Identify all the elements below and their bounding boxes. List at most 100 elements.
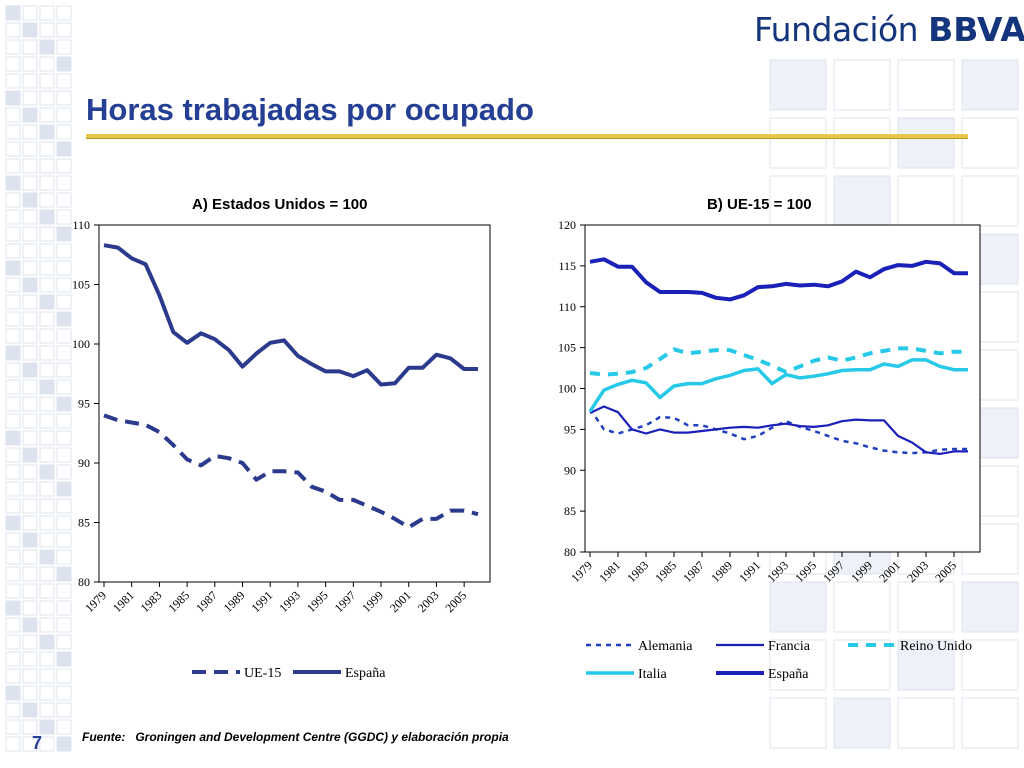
- chart-a-title: A) Estados Unidos = 100: [192, 196, 368, 213]
- bg-square: [22, 396, 38, 412]
- x-tick-label: 1991: [736, 558, 763, 585]
- x-tick-label: 1985: [652, 558, 679, 585]
- bg-square: [22, 5, 38, 21]
- logo-text: Fundación: [754, 10, 919, 49]
- bg-square: [5, 379, 21, 395]
- bg-square: [22, 702, 38, 718]
- x-tick-label: 1983: [624, 558, 651, 585]
- bg-square: [5, 124, 21, 140]
- bg-square: [833, 697, 891, 749]
- bg-square: [22, 209, 38, 225]
- bg-square: [5, 600, 21, 616]
- bg-square: [39, 243, 55, 259]
- series-line-espana: [103, 243, 478, 387]
- bg-square: [22, 294, 38, 310]
- bg-square: [5, 566, 21, 582]
- x-tick-label: 1993: [764, 558, 791, 585]
- bg-square: [22, 736, 38, 752]
- bg-square: [22, 56, 38, 72]
- bg-square: [39, 447, 55, 463]
- bg-square: [22, 600, 38, 616]
- bg-square: [56, 209, 72, 225]
- bg-square: [22, 498, 38, 514]
- bg-square: [961, 581, 1019, 633]
- bg-square: [22, 73, 38, 89]
- bg-square: [833, 581, 891, 633]
- bg-square: [56, 566, 72, 582]
- bg-square: [22, 668, 38, 684]
- x-tick-label: 2003: [904, 558, 931, 585]
- bg-square: [56, 294, 72, 310]
- bg-square: [56, 175, 72, 191]
- bg-square: [39, 277, 55, 293]
- bg-square: [833, 59, 891, 111]
- x-tick-label: 1987: [680, 558, 707, 585]
- bg-square: [39, 566, 55, 582]
- legend-label-espana: España: [345, 666, 386, 681]
- y-tick-label: 105: [558, 341, 576, 355]
- y-tick-label: 120: [558, 218, 576, 232]
- bg-square: [39, 498, 55, 514]
- bg-square: [39, 651, 55, 667]
- bg-square: [22, 328, 38, 344]
- bg-square: [22, 90, 38, 106]
- bg-square: [22, 141, 38, 157]
- series-line-espana: [589, 257, 968, 302]
- bg-square: [5, 736, 21, 752]
- bg-square: [5, 328, 21, 344]
- bg-square: [5, 311, 21, 327]
- bg-square: [22, 345, 38, 361]
- page-number: 7: [32, 733, 43, 753]
- bg-square: [22, 158, 38, 174]
- bg-square: [769, 581, 827, 633]
- bg-square: [39, 124, 55, 140]
- bg-square: [5, 226, 21, 242]
- bg-square: [5, 39, 21, 55]
- bg-square: [56, 719, 72, 735]
- bg-square: [5, 481, 21, 497]
- bg-square: [833, 117, 891, 169]
- bg-square: [5, 243, 21, 259]
- bg-square: [5, 362, 21, 378]
- bg-square: [39, 532, 55, 548]
- bg-square: [56, 124, 72, 140]
- series-line-italia: [588, 358, 968, 413]
- bg-square: [5, 447, 21, 463]
- y-tick-label: 100: [558, 382, 576, 396]
- bg-square: [56, 617, 72, 633]
- bg-square: [56, 447, 72, 463]
- series-line-reino-unido: [589, 346, 968, 377]
- legend-label-francia: Francia: [768, 639, 811, 654]
- bg-square: [56, 498, 72, 514]
- bg-square: [22, 549, 38, 565]
- legend-label-reino-unido: Reino Unido: [900, 639, 972, 654]
- bg-square: [22, 175, 38, 191]
- bg-square: [5, 668, 21, 684]
- bg-square: [961, 639, 1019, 691]
- bg-square: [39, 736, 55, 752]
- bg-square: [22, 719, 38, 735]
- bg-square: [897, 639, 955, 691]
- bg-square: [22, 447, 38, 463]
- bg-square: [56, 481, 72, 497]
- y-tick-label: 100: [72, 337, 90, 351]
- series-line-francia: [589, 405, 968, 455]
- y-tick-label: 110: [558, 300, 576, 314]
- y-tick-label: 95: [78, 397, 90, 411]
- fundacion-bbva-logo: Fundación BBVA: [754, 10, 1024, 49]
- bg-square: [39, 685, 55, 701]
- bg-square: [39, 379, 55, 395]
- title-divider: [86, 134, 968, 139]
- bg-square: [5, 260, 21, 276]
- bg-square: [56, 651, 72, 667]
- bg-square: [39, 107, 55, 123]
- bg-square: [56, 430, 72, 446]
- bg-square: [56, 736, 72, 752]
- bg-square: [5, 532, 21, 548]
- bg-square: [5, 175, 21, 191]
- page-title: Horas trabajadas por ocupado: [86, 92, 534, 127]
- bg-square: [22, 39, 38, 55]
- bg-square: [39, 430, 55, 446]
- x-tick-label: 1997: [820, 558, 847, 585]
